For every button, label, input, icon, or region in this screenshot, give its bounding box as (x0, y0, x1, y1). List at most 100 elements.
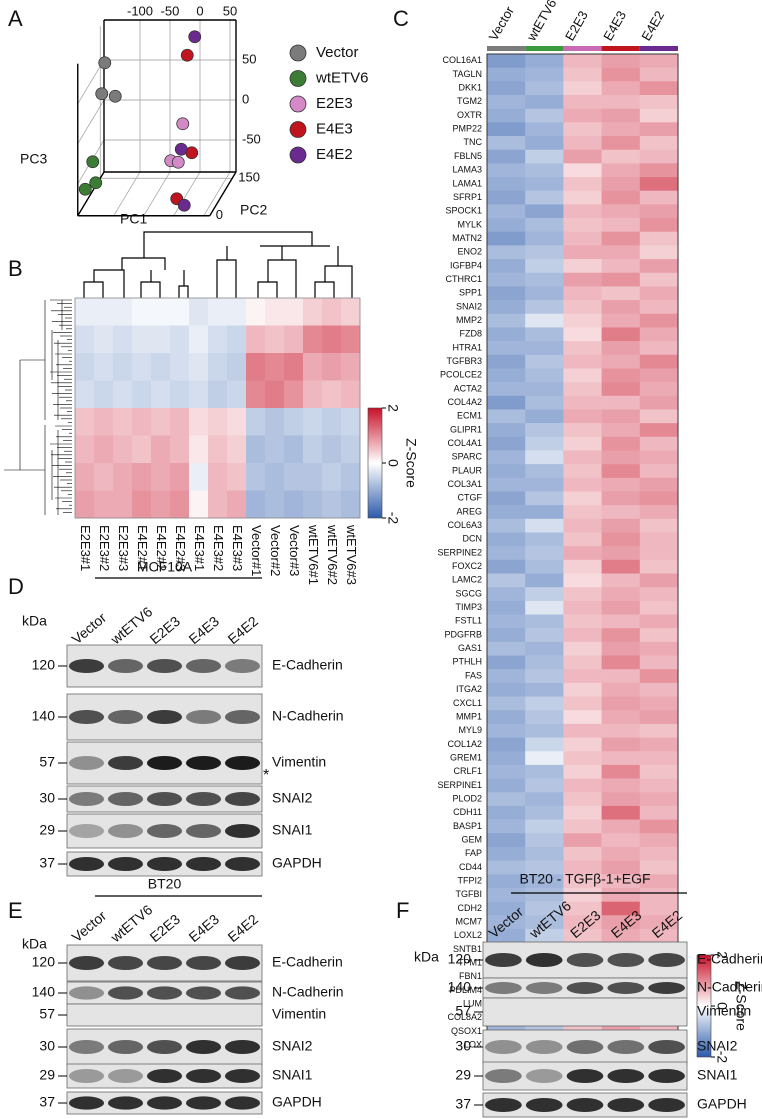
protein-label: Vimentin (272, 1006, 326, 1022)
heatmap-cell (563, 190, 602, 205)
heatmap-cell (601, 313, 641, 328)
blot-band (607, 1069, 645, 1083)
gene-label: LAMC2 (452, 575, 482, 585)
gene-label: AREG (456, 506, 482, 516)
protein-label: N-Cadherin (272, 984, 344, 1000)
heatmap-cell (303, 490, 323, 519)
heatmap-cell (113, 353, 133, 381)
heatmap-cell (487, 915, 526, 930)
legend-swatch (289, 44, 307, 62)
heatmap-cell (525, 546, 564, 561)
gene-label: PDLIM4 (449, 985, 482, 995)
gene-label: SGCG (455, 588, 482, 598)
kda-label: 140 (448, 979, 472, 995)
heatmap-cell (525, 833, 564, 848)
gene-label: SPP1 (459, 288, 482, 298)
heatmap-cell (563, 819, 602, 834)
blot-band (567, 1005, 604, 1019)
heatmap-cell (563, 901, 602, 916)
gene-label: CRLF1 (453, 766, 482, 776)
heatmap-cell (487, 95, 526, 109)
gene-label: DCN (463, 534, 483, 544)
heatmap-cell (487, 887, 526, 902)
heatmap-cell (487, 231, 526, 246)
heatmap-cell (601, 108, 641, 123)
blot-band (224, 1040, 261, 1054)
heatmap-cell (487, 833, 526, 848)
heatmap-cell (487, 245, 526, 260)
gene-label: LAMA3 (452, 165, 482, 175)
heatmap-cell (487, 354, 526, 369)
gene-label: OXTR (457, 110, 483, 120)
heatmap-cell (563, 805, 602, 820)
heatmap-cell (601, 559, 641, 574)
protein-label: SNAI1 (697, 1067, 738, 1083)
legend-label: wtETV6 (315, 69, 369, 86)
heatmap-cell (601, 792, 641, 807)
heatmap-cell (563, 874, 602, 889)
blot-band (68, 857, 105, 871)
protein-label: SNAI2 (697, 1038, 738, 1054)
heatmap-cell (487, 764, 526, 779)
heatmap-cell (563, 491, 602, 506)
blot-band (146, 1096, 183, 1110)
heatmap-cell (487, 286, 526, 301)
heatmap-cell (601, 641, 641, 656)
protein-label: Vimentin (272, 754, 326, 770)
heatmap-cell (525, 928, 564, 943)
heatmap-cell (265, 435, 285, 464)
blot-band (485, 953, 522, 967)
heatmap-cell (525, 409, 564, 424)
heatmap-cell (601, 546, 641, 561)
heatmap-cell (113, 435, 133, 464)
tick-label: -100 (127, 3, 153, 18)
heatmap-cell (601, 901, 641, 916)
heatmap-cell (563, 81, 602, 96)
heatmap-cell (487, 163, 526, 178)
heatmap-cell (246, 325, 266, 354)
heatmap-cell (525, 122, 564, 137)
heatmap-cell (639, 860, 679, 875)
heatmap-cell (487, 546, 526, 561)
heatmap-cell (563, 272, 602, 287)
heatmap-cell (303, 463, 323, 491)
heatmap-cell (525, 54, 564, 68)
blot-band (146, 986, 183, 1000)
gene-label: COL4A1 (447, 438, 482, 448)
axis-line (209, 171, 237, 217)
heatmap-cell (601, 450, 641, 465)
heatmap-cell (563, 382, 602, 397)
heatmap-cell (170, 463, 190, 491)
gene-label: PCOLCE2 (440, 370, 482, 380)
blot-band (185, 756, 222, 770)
heatmap-cell (525, 669, 564, 684)
colorbar-tick-label: -2 (385, 512, 401, 525)
heatmap-cell (303, 325, 323, 354)
column-label: E2E3#3 (116, 525, 131, 571)
heatmap-cell (639, 833, 679, 848)
heatmap-cell (487, 641, 526, 656)
dendrogram-left (4, 299, 72, 515)
gene-label: LUM (463, 999, 482, 1009)
panel-label: E (8, 898, 23, 923)
group-label: E2E3 (562, 8, 591, 43)
heatmap-cell (525, 805, 564, 820)
heatmap-cell (525, 259, 564, 274)
gene-label: COL16A1 (442, 55, 482, 65)
group-bar (639, 46, 678, 51)
kda-label: 37 (39, 855, 55, 871)
grid-line (173, 171, 201, 216)
heatmap-cell (246, 435, 266, 464)
heatmap-cell (601, 231, 641, 246)
heatmap-cell (487, 259, 526, 274)
heatmap-cell (170, 490, 190, 519)
colorbar-label: Z-Score (733, 981, 749, 1031)
blot-band (566, 982, 604, 994)
heatmap-cell (151, 463, 171, 491)
heatmap-cell (563, 136, 602, 150)
heatmap-cell (227, 463, 247, 491)
heatmap-cell (601, 628, 641, 643)
heatmap-cell (639, 436, 679, 451)
data-point (89, 176, 103, 190)
blot-band (185, 1040, 222, 1054)
